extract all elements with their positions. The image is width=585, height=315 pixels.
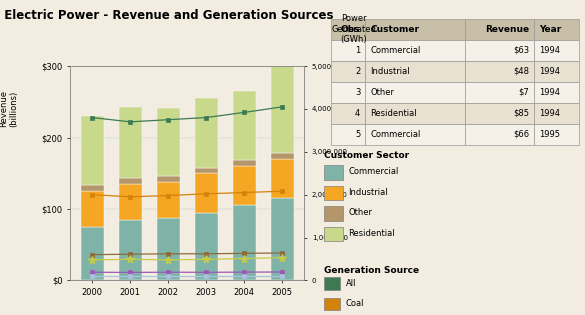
Bar bbox=[157, 182, 180, 218]
Text: Commercial: Commercial bbox=[370, 46, 421, 55]
Bar bbox=[535, 103, 579, 124]
Bar bbox=[195, 213, 218, 280]
Text: 5: 5 bbox=[355, 130, 360, 139]
Bar bbox=[195, 168, 218, 173]
Bar bbox=[535, 19, 579, 40]
Bar bbox=[465, 103, 535, 124]
Text: Commercial: Commercial bbox=[370, 130, 421, 139]
Bar bbox=[465, 61, 535, 82]
Bar bbox=[325, 227, 343, 241]
Text: 2: 2 bbox=[355, 67, 360, 76]
Text: Power
Generated
(GWh): Power Generated (GWh) bbox=[332, 14, 376, 44]
Bar bbox=[271, 198, 294, 280]
Text: Other: Other bbox=[370, 88, 394, 97]
Bar bbox=[271, 153, 294, 159]
Text: Other: Other bbox=[348, 208, 372, 217]
Bar bbox=[465, 82, 535, 103]
Bar bbox=[119, 107, 142, 178]
Bar bbox=[365, 82, 464, 103]
Bar bbox=[233, 205, 256, 280]
Y-axis label: Revenue
(billions): Revenue (billions) bbox=[0, 90, 19, 128]
Text: 1994: 1994 bbox=[539, 46, 560, 55]
Bar bbox=[157, 176, 180, 182]
Text: 4: 4 bbox=[355, 109, 360, 118]
Text: $7: $7 bbox=[519, 88, 529, 97]
Bar bbox=[365, 19, 464, 40]
Text: US Electric Power - Revenue and Generation Sources: US Electric Power - Revenue and Generati… bbox=[0, 9, 333, 22]
Text: Residential: Residential bbox=[348, 229, 395, 238]
Text: Residential: Residential bbox=[370, 109, 417, 118]
Text: $85: $85 bbox=[514, 109, 529, 118]
Bar bbox=[535, 124, 579, 145]
Bar bbox=[535, 82, 579, 103]
Text: Obs: Obs bbox=[341, 25, 360, 34]
Text: 1994: 1994 bbox=[539, 67, 560, 76]
Bar bbox=[465, 40, 535, 61]
Bar bbox=[465, 124, 535, 145]
Text: 1995: 1995 bbox=[539, 130, 560, 139]
Text: Customer: Customer bbox=[370, 25, 419, 34]
Bar bbox=[271, 159, 294, 198]
Bar bbox=[157, 107, 180, 176]
Bar bbox=[535, 61, 579, 82]
Text: Revenue: Revenue bbox=[486, 25, 529, 34]
Bar bbox=[119, 220, 142, 280]
Bar bbox=[119, 184, 142, 220]
Bar bbox=[81, 116, 104, 186]
Bar bbox=[465, 19, 535, 40]
Bar bbox=[233, 91, 256, 160]
Bar bbox=[195, 173, 218, 213]
Bar bbox=[331, 40, 365, 61]
Bar bbox=[331, 61, 365, 82]
Text: Industrial: Industrial bbox=[348, 188, 388, 197]
Bar bbox=[119, 178, 142, 184]
Bar bbox=[365, 40, 464, 61]
Bar bbox=[271, 66, 294, 153]
Text: $48: $48 bbox=[514, 67, 529, 76]
Bar bbox=[325, 277, 340, 290]
Bar bbox=[325, 186, 343, 200]
Text: Industrial: Industrial bbox=[370, 67, 410, 76]
Text: Commercial: Commercial bbox=[348, 167, 399, 176]
Bar bbox=[233, 160, 256, 166]
Bar bbox=[331, 124, 365, 145]
Bar bbox=[365, 103, 464, 124]
Bar bbox=[365, 61, 464, 82]
Bar bbox=[365, 124, 464, 145]
Bar bbox=[157, 218, 180, 280]
Bar bbox=[535, 40, 579, 61]
Text: All: All bbox=[346, 279, 356, 288]
Text: Coal: Coal bbox=[346, 300, 364, 308]
Bar bbox=[195, 98, 218, 168]
Bar bbox=[325, 298, 340, 310]
Bar bbox=[325, 165, 343, 180]
Text: Generation Source: Generation Source bbox=[325, 266, 419, 275]
Bar bbox=[325, 206, 343, 220]
Text: 1: 1 bbox=[355, 46, 360, 55]
Bar bbox=[331, 103, 365, 124]
Bar bbox=[81, 191, 104, 227]
Bar bbox=[81, 186, 104, 191]
Bar bbox=[233, 166, 256, 205]
Bar bbox=[331, 82, 365, 103]
Text: $66: $66 bbox=[513, 130, 529, 139]
Text: Customer Sector: Customer Sector bbox=[325, 151, 409, 160]
Text: $63: $63 bbox=[513, 46, 529, 55]
Bar bbox=[81, 227, 104, 280]
Text: 1994: 1994 bbox=[539, 109, 560, 118]
Text: Year: Year bbox=[539, 25, 562, 34]
Text: 3: 3 bbox=[355, 88, 360, 97]
Bar bbox=[331, 19, 365, 40]
Text: 1994: 1994 bbox=[539, 88, 560, 97]
